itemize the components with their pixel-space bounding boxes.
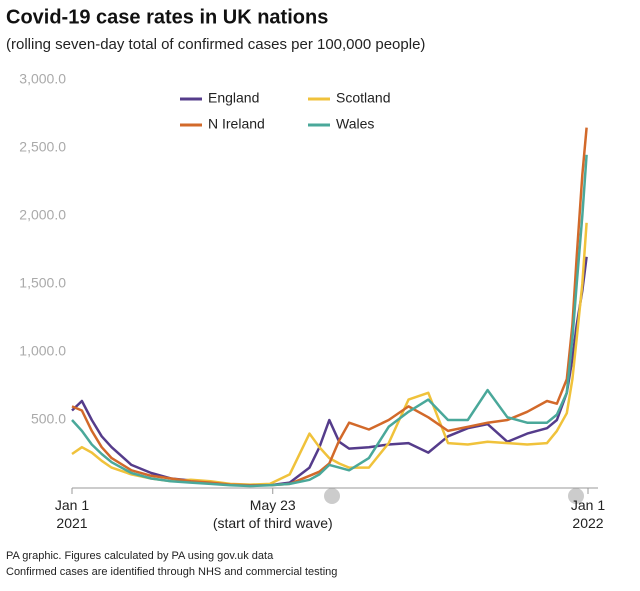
legend-label: N Ireland [208, 116, 265, 132]
series-line [71, 222, 588, 486]
y-tick-label: 1,500.0 [19, 275, 66, 291]
series-line [71, 127, 588, 487]
footnote: PA graphic. Figures calculated by PA usi… [6, 550, 274, 562]
y-tick-label: 2,500.0 [19, 139, 66, 155]
y-tick-label: 3,000.0 [19, 71, 66, 87]
legend-label: Scotland [336, 90, 390, 106]
marker-dot [568, 488, 584, 504]
chart-title: Covid-19 case rates in UK nations [6, 6, 328, 28]
chart-subtitle: (rolling seven-day total of confirmed ca… [6, 36, 425, 53]
x-tick-label: May 23 (start of third wave) [213, 497, 333, 531]
y-tick-label: 2,000.0 [19, 207, 66, 223]
y-tick-label: 500.0 [31, 411, 66, 427]
y-tick-label: 1,000.0 [19, 343, 66, 359]
series-line [71, 154, 588, 488]
legend-label: Wales [336, 116, 374, 132]
x-tick-label: Jan 1 2021 [55, 497, 89, 531]
marker-dot [324, 488, 340, 504]
x-tick-label: Jan 1 2022 [571, 497, 605, 531]
legend-label: England [208, 90, 259, 106]
series-line [71, 256, 588, 487]
footnote: Confirmed cases are identified through N… [6, 566, 337, 578]
